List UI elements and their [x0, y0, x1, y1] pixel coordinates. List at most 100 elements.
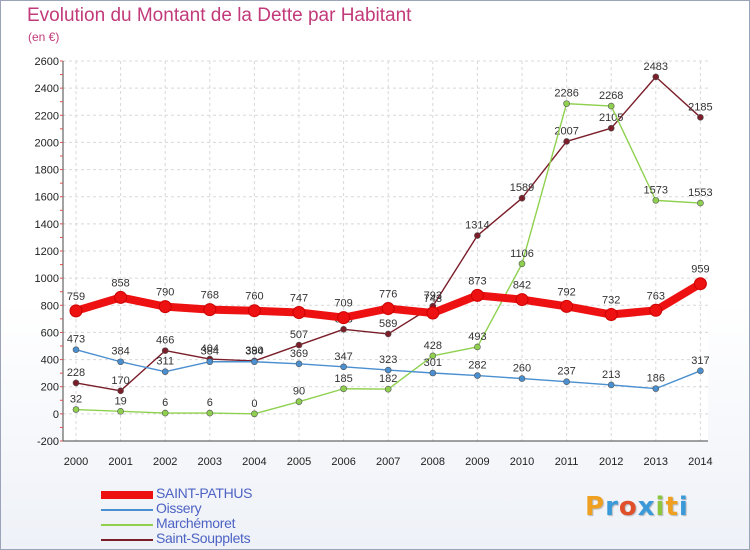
y-tick-label: 0: [53, 409, 59, 421]
data-point: [72, 379, 80, 387]
chart-unit: (en €): [28, 30, 60, 44]
data-label: 793: [424, 290, 442, 302]
x-tick-label: 2001: [108, 456, 132, 468]
legend-swatch: [101, 539, 153, 541]
data-point: [295, 341, 303, 349]
data-label: 323: [379, 354, 397, 366]
y-tick-label: 800: [41, 300, 59, 312]
data-label: 2105: [599, 112, 623, 124]
y-tick-label: 2200: [35, 110, 59, 122]
data-label: 2007: [554, 125, 578, 137]
data-point: [161, 368, 169, 375]
legend-swatch: [101, 491, 153, 499]
data-point: [161, 347, 169, 354]
data-point: [295, 398, 303, 405]
data-point: [560, 299, 574, 313]
data-label: 2268: [599, 90, 623, 102]
data-label: 384: [201, 346, 219, 358]
data-point: [384, 385, 392, 393]
legend-swatch: [101, 524, 153, 526]
x-tick-label: 2007: [376, 456, 400, 468]
data-label: 213: [602, 369, 620, 381]
data-point: [607, 381, 615, 389]
x-tick-label: 2003: [198, 456, 222, 468]
x-tick-label: 2006: [331, 456, 355, 468]
data-label: 301: [424, 357, 442, 369]
logo-letter: x: [637, 492, 656, 522]
data-label: 768: [201, 290, 219, 302]
data-label: 842: [513, 280, 531, 292]
data-label: 1106: [510, 248, 534, 260]
logo-letter: t: [665, 492, 679, 522]
data-point: [292, 305, 306, 319]
data-label: 466: [156, 335, 174, 347]
data-point: [247, 304, 261, 318]
legend-label: Saint-Soupplets: [156, 530, 251, 546]
data-label: 959: [691, 264, 709, 276]
x-tick-label: 2010: [510, 456, 534, 468]
data-point: [604, 308, 618, 322]
data-label: 170: [111, 375, 129, 387]
data-point: [515, 293, 529, 307]
data-label: 759: [67, 291, 85, 303]
data-point: [607, 102, 615, 110]
x-tick-label: 2013: [644, 456, 668, 468]
data-point: [69, 304, 83, 318]
proxiti-logo: Proxiti: [585, 492, 689, 522]
data-label: 1573: [644, 184, 668, 196]
x-tick-label: 2005: [287, 456, 311, 468]
y-tick-label: 600: [41, 327, 59, 339]
data-point: [340, 363, 347, 371]
logo-letter: i: [678, 492, 689, 522]
data-label: 873: [468, 275, 486, 287]
data-label: 311: [156, 356, 174, 368]
data-point: [693, 277, 707, 291]
y-tick-label: 200: [41, 382, 59, 394]
data-label: 1553: [688, 187, 712, 199]
data-label: 507: [290, 329, 308, 341]
data-point: [72, 406, 80, 413]
data-label: 32: [70, 394, 82, 406]
data-point: [563, 138, 570, 145]
x-tick-label: 2000: [64, 456, 88, 468]
data-label: 709: [334, 298, 352, 310]
data-point: [114, 290, 128, 304]
data-point: [340, 326, 347, 333]
data-point: [607, 124, 615, 132]
data-label: 90: [293, 386, 305, 398]
data-point: [161, 409, 169, 417]
x-tick-label: 2008: [421, 456, 445, 468]
data-label: 776: [379, 289, 397, 301]
data-label: 182: [379, 373, 397, 385]
data-point: [206, 358, 214, 366]
data-label: 763: [647, 290, 665, 302]
data-point: [697, 367, 704, 375]
data-label: 390: [245, 345, 263, 357]
y-tick-label: 400: [41, 355, 59, 367]
data-label: 2185: [688, 101, 712, 113]
data-label: 282: [468, 360, 486, 372]
data-point: [251, 358, 258, 366]
data-label: 0: [251, 398, 257, 410]
data-label: 493: [468, 331, 486, 343]
chart-title: Evolution du Montant de la Dette par Hab…: [27, 5, 412, 26]
data-point: [652, 73, 660, 81]
data-point: [340, 385, 347, 393]
x-tick-label: 2014: [688, 456, 712, 468]
logo-letter: i: [655, 492, 666, 522]
data-point: [117, 407, 124, 415]
x-tick-label: 2002: [153, 456, 177, 468]
data-point: [697, 199, 704, 207]
data-label: 369: [290, 348, 308, 360]
x-tick-label: 2011: [555, 456, 579, 468]
data-label: 186: [647, 373, 665, 385]
y-tick-label: -200: [37, 436, 59, 448]
data-label: 858: [111, 277, 129, 289]
x-tick-label: 2009: [465, 456, 489, 468]
data-label: 428: [424, 340, 442, 352]
data-point: [563, 378, 570, 385]
data-point: [295, 360, 303, 368]
legend-label: SAINT-PATHUS: [156, 485, 253, 501]
data-label: 1589: [510, 182, 534, 194]
